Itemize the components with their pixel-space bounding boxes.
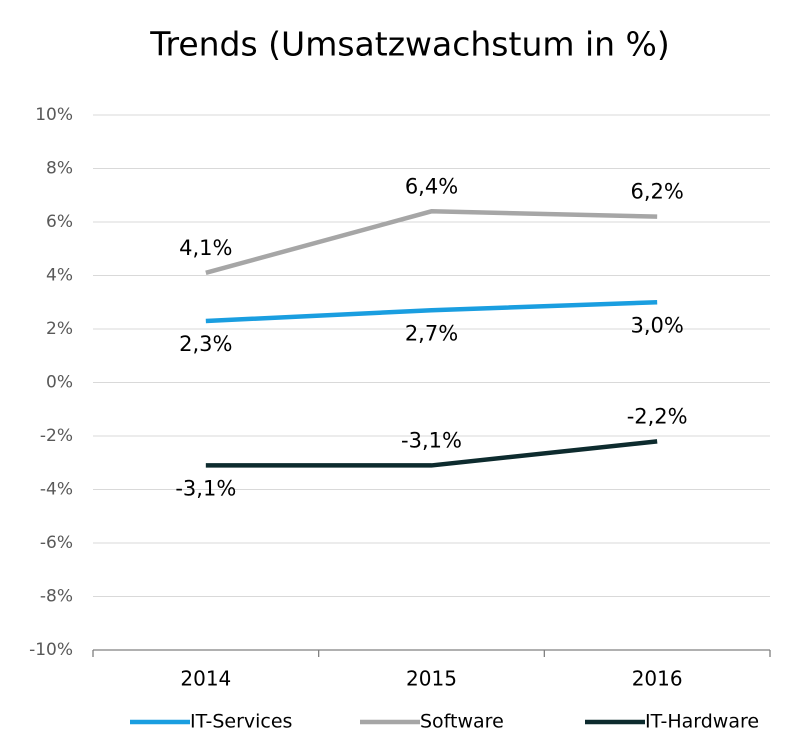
y-tick-label: 2% [46, 319, 73, 339]
series-line [205, 300, 658, 324]
data-label: -3,1% [401, 428, 462, 452]
series-line [205, 439, 658, 468]
x-tick-label: 2016 [632, 667, 683, 691]
x-tick-label: 2015 [406, 667, 457, 691]
y-tick-label: 6% [46, 212, 73, 232]
y-tick-label: 10% [35, 105, 73, 125]
chart-title: Trends (Umsatzwachstum in %) [149, 25, 670, 64]
y-tick-label: 0% [46, 373, 73, 393]
data-label: 4,1% [179, 236, 232, 260]
data-label: -3,1% [175, 476, 236, 500]
legend-label: IT-Hardware [645, 711, 759, 733]
data-label: 6,4% [405, 174, 458, 198]
y-tick-label: -4% [40, 480, 73, 500]
data-label: 2,3% [179, 332, 232, 356]
data-label: 2,7% [405, 321, 458, 345]
legend-label: Software [420, 711, 504, 733]
x-tick-label: 2014 [180, 667, 231, 691]
y-tick-label: -6% [40, 533, 73, 553]
data-label: -2,2% [627, 404, 688, 428]
data-label: 6,2% [630, 180, 683, 204]
y-tick-label: -10% [29, 640, 73, 660]
y-tick-label: 4% [46, 266, 73, 286]
data-label: 3,0% [630, 313, 683, 337]
legend-label: IT-Services [190, 711, 292, 733]
y-tick-label: -8% [40, 587, 73, 607]
series-line [205, 209, 658, 275]
y-tick-label: 8% [46, 159, 73, 179]
y-tick-label: -2% [40, 426, 73, 446]
